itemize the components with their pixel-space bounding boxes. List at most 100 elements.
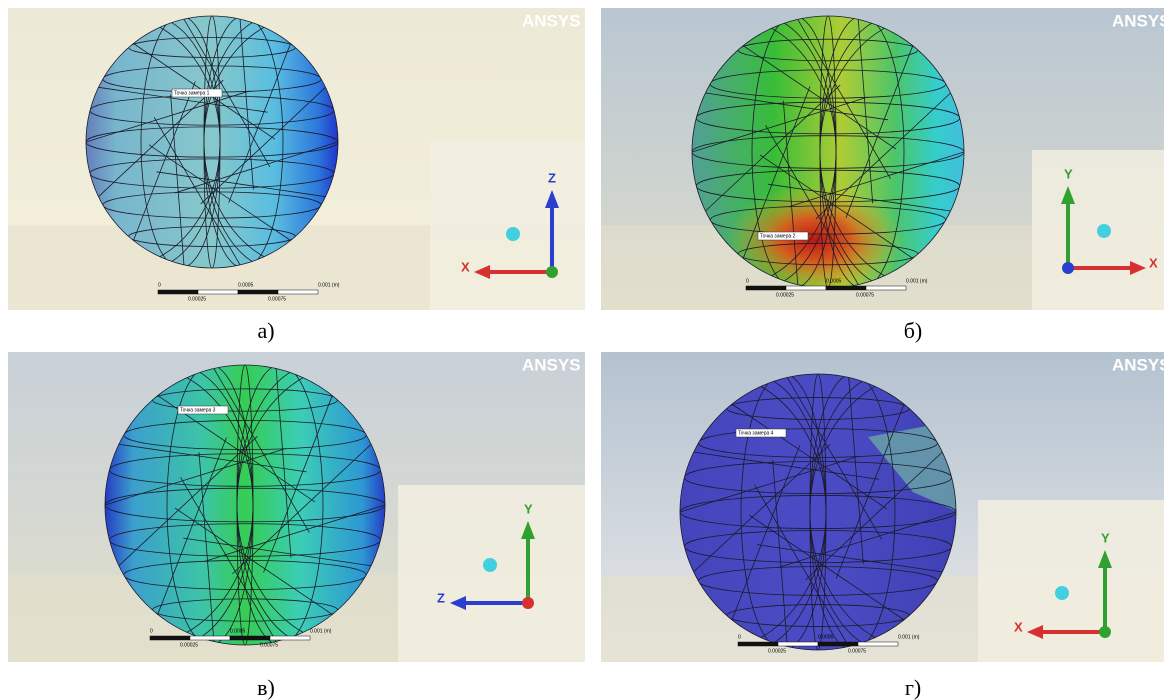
highlight-patch	[868, 422, 956, 512]
mesh-line	[203, 504, 385, 562]
triad-box	[398, 485, 585, 662]
mesh-line	[86, 126, 338, 158]
scale-segment	[777, 641, 819, 647]
scale-label: 0	[746, 278, 749, 284]
probe-box	[735, 428, 787, 438]
triad-dot	[483, 558, 497, 572]
mesh-line	[118, 443, 307, 473]
triad-box	[978, 500, 1164, 662]
mesh-line	[680, 495, 956, 529]
scale-label: 0.0005	[826, 278, 842, 284]
mesh-line	[239, 19, 254, 190]
triad-dot	[1055, 586, 1069, 600]
viewport: ANSYS Точка замера 2 0 0.0005 0.001 (m) 0.000…	[601, 8, 1164, 310]
panel-caption: в)	[257, 675, 275, 700]
scale-segment	[229, 635, 271, 641]
scale-segment	[817, 641, 859, 647]
panel-caption: а)	[257, 318, 274, 343]
axis-arrow	[521, 521, 535, 539]
mesh-line	[232, 443, 372, 575]
axis-arrow	[450, 596, 466, 610]
origin	[1062, 262, 1074, 274]
mesh-line	[118, 435, 258, 567]
scale-segment	[149, 635, 191, 641]
mesh-line	[797, 19, 891, 179]
shade	[680, 374, 956, 650]
mesh-line	[692, 135, 964, 169]
mesh-line	[203, 16, 338, 268]
scale-segment	[277, 289, 319, 295]
origin	[546, 266, 558, 278]
logo: ANSYS	[1112, 11, 1164, 30]
mesh-line	[768, 183, 951, 212]
scale-label: 0.00075	[856, 292, 874, 298]
axis-label: X	[1014, 619, 1023, 634]
scale-label: 0.001 (m)	[898, 634, 920, 640]
mesh-line	[759, 154, 914, 259]
triad-dot	[1097, 224, 1111, 238]
origin	[522, 597, 534, 609]
scale-segment	[745, 285, 787, 291]
scale-label: 0.00025	[180, 642, 198, 648]
mesh-line	[742, 86, 811, 259]
probe-label: Точка замера 3	[180, 407, 216, 413]
probe-box	[177, 405, 229, 415]
probe-label: Точка замера 1	[174, 90, 210, 96]
mesh-line	[845, 45, 914, 218]
mesh-line	[787, 151, 964, 208]
mesh-line	[86, 90, 250, 143]
scale-segment	[857, 641, 899, 647]
axis-arrow	[474, 265, 490, 279]
scale-label: 0.001 (m)	[310, 628, 332, 634]
scale-label: 0.0005	[818, 634, 834, 640]
mesh-line	[133, 81, 196, 241]
mesh-line	[198, 452, 215, 642]
scale-segment	[197, 289, 239, 295]
mesh-line	[815, 92, 951, 220]
mesh-line	[275, 368, 292, 558]
axis-arrow	[545, 190, 559, 208]
mesh-line	[754, 484, 850, 647]
mesh-line	[857, 19, 874, 204]
scale-segment	[825, 285, 867, 291]
panel: ANSYS Точка замера 1 0 0.0005 0.001 (m) 0.000…	[8, 8, 585, 343]
mesh-line	[98, 79, 224, 197]
mesh-line	[777, 511, 956, 569]
mesh-line	[200, 87, 326, 205]
triad-box	[430, 140, 585, 310]
logo: ANSYS	[522, 11, 581, 30]
mesh-line	[183, 537, 372, 567]
sphere-outline	[679, 373, 957, 651]
axis-arrow	[1098, 550, 1112, 568]
probe-label: Точка замера 4	[738, 430, 774, 436]
axis-arrow	[1130, 261, 1146, 275]
mesh	[692, 16, 964, 288]
triad-dot	[506, 227, 520, 241]
scale-label: 0	[738, 634, 741, 640]
mesh-line	[748, 514, 905, 621]
mesh-line	[170, 94, 185, 265]
mesh-line	[263, 395, 333, 573]
panel: ANSYS Точка замера 4 0 0.0005 0.001 (m) 0.000…	[601, 352, 1164, 700]
mesh-line	[157, 437, 227, 615]
viewport: ANSYS Точка замера 3 0 0.0005 0.001 (m) 0.000…	[8, 352, 585, 662]
mesh-line	[105, 448, 287, 506]
scale-segment	[737, 641, 779, 647]
logo: ANSYS	[1112, 355, 1164, 374]
logo: ANSYS	[522, 355, 581, 374]
mesh-line	[183, 18, 271, 168]
mesh-line	[805, 451, 943, 581]
mesh-line	[693, 443, 831, 573]
scale-segment	[865, 285, 907, 291]
sphere-outline	[85, 15, 339, 269]
scale-label: 0.00075	[260, 642, 278, 648]
mesh	[680, 374, 956, 650]
axis-label: X	[461, 259, 470, 274]
scale-label: 0.001 (m)	[318, 282, 340, 288]
shade	[86, 16, 338, 268]
mesh-line	[705, 84, 841, 212]
mesh-line	[786, 377, 882, 540]
panel: ANSYS Точка замера 3 0 0.0005 0.001 (m) 0.000…	[8, 352, 585, 700]
mesh-line	[705, 92, 888, 121]
